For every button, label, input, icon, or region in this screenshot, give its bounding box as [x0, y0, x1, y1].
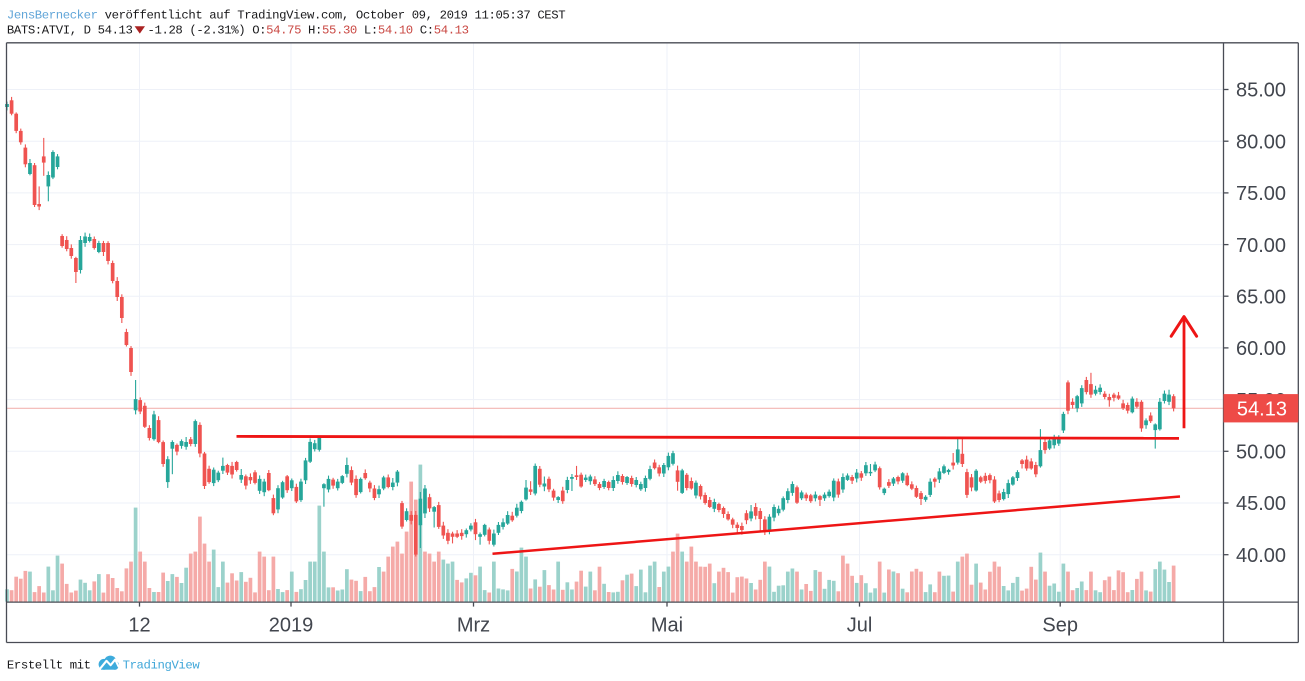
svg-text:Mai: Mai [651, 614, 683, 636]
svg-text:70.00: 70.00 [1236, 235, 1286, 257]
svg-text:12: 12 [128, 614, 150, 636]
svg-text:65.00: 65.00 [1236, 286, 1286, 308]
svg-text:BATS:ATVI, D 54.13: BATS:ATVI, D 54.13 [7, 23, 133, 37]
svg-text:60.00: 60.00 [1236, 338, 1286, 360]
svg-text:TradingView: TradingView [123, 659, 201, 673]
svg-text:75.00: 75.00 [1236, 183, 1286, 205]
svg-text:85.00: 85.00 [1236, 80, 1286, 102]
svg-text:Jul: Jul [847, 614, 873, 636]
svg-text:Erstellt mit: Erstellt mit [7, 659, 91, 673]
svg-text:Mrz: Mrz [457, 614, 490, 636]
svg-text:50.00: 50.00 [1236, 442, 1286, 464]
svg-text:80.00: 80.00 [1236, 131, 1286, 153]
svg-text:JensBernecker veröffentlicht a: JensBernecker veröffentlicht auf Trading… [7, 9, 565, 23]
svg-text:40.00: 40.00 [1236, 545, 1286, 567]
svg-text:Sep: Sep [1042, 614, 1078, 636]
svg-text:54.13: 54.13 [1237, 399, 1287, 421]
svg-text:45.00: 45.00 [1236, 493, 1286, 515]
svg-text:2019: 2019 [269, 614, 314, 636]
svg-text:-1.28 (-2.31%) O:54.75 H:55.30: -1.28 (-2.31%) O:54.75 H:55.30 L:54.10 C… [148, 23, 469, 37]
